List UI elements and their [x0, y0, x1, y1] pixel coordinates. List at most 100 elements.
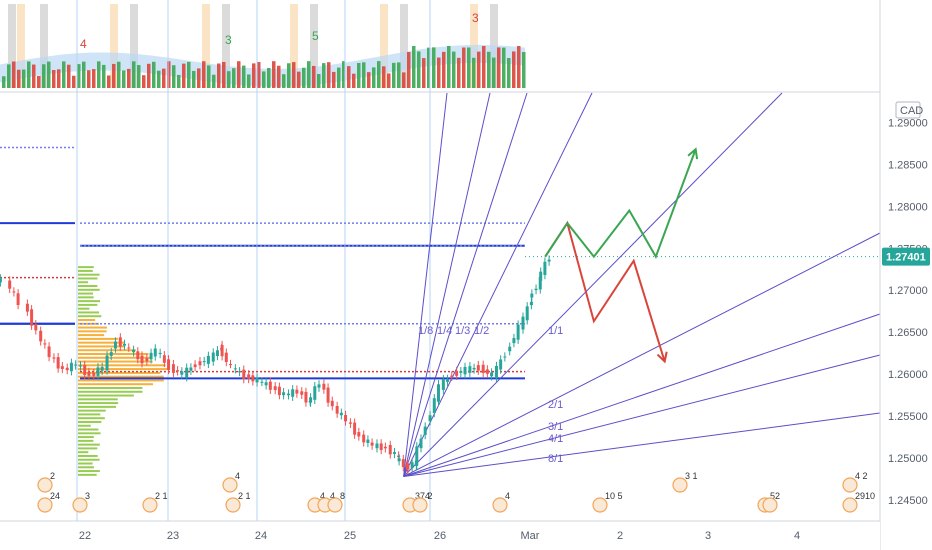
candle-body — [525, 306, 529, 321]
price-tick-label: 1.29000 — [888, 117, 928, 129]
event-icon — [412, 497, 428, 513]
candle-body — [397, 458, 401, 462]
candle-body — [260, 381, 264, 383]
volume-bar — [287, 63, 291, 88]
volume-bar — [222, 61, 226, 88]
volume-bar — [337, 67, 341, 88]
profile-bar — [78, 285, 98, 288]
candle-body — [450, 375, 454, 377]
profile-bar — [78, 409, 106, 412]
profile-bar — [78, 432, 101, 435]
volume-bar — [82, 61, 86, 88]
candle-body — [490, 372, 494, 377]
fan-line — [403, 92, 448, 477]
volume-bar — [497, 47, 501, 88]
candle-body — [87, 371, 91, 376]
candle-body — [30, 309, 34, 326]
candle-body — [189, 367, 193, 371]
profile-bar — [78, 428, 99, 431]
candle-body — [313, 386, 317, 400]
event-count-label: 4 — [505, 491, 510, 501]
volume-bar — [107, 75, 111, 88]
candle-body — [215, 350, 219, 356]
volume-bar — [137, 65, 141, 88]
volume-bar — [242, 65, 246, 88]
candle-body — [291, 389, 295, 397]
volume-bar — [57, 69, 61, 88]
volume-bar — [117, 61, 121, 88]
profile-bar — [78, 319, 96, 322]
fan-ratio-label: 1/3 — [455, 325, 470, 337]
candle-body — [423, 426, 427, 435]
volume-bar — [382, 66, 386, 88]
volume-bar — [302, 67, 306, 88]
candle-body — [508, 346, 512, 352]
event-icon — [492, 497, 508, 513]
volume-bar — [102, 64, 106, 88]
volume-bar — [152, 61, 156, 88]
candle-body — [176, 370, 180, 372]
volume-bar — [182, 63, 186, 88]
volume-bar — [77, 64, 81, 88]
event-count-label: 4 — [235, 471, 240, 481]
volume-bar — [472, 57, 476, 88]
volume-bar — [262, 71, 266, 88]
profile-bar — [78, 390, 143, 393]
session-band — [40, 4, 48, 88]
event-count-label: 2 — [775, 491, 780, 501]
event-count-label: 2 1 — [155, 491, 168, 501]
last-price-tag — [882, 247, 930, 266]
price-axis-bg — [880, 0, 932, 550]
profile-bar — [78, 345, 125, 348]
candle-body — [127, 347, 131, 349]
profile-bar — [78, 277, 98, 280]
candle-body — [388, 444, 392, 455]
volume-bar — [357, 62, 361, 88]
candle-body — [485, 369, 489, 374]
event-count-label: 2 1 — [238, 491, 251, 501]
volume-bar — [257, 62, 261, 88]
time-tick-label: Mar — [521, 530, 540, 542]
volume-bar — [112, 63, 116, 88]
volume-bar — [312, 65, 316, 88]
event-icon — [842, 477, 858, 493]
volume-bar — [272, 61, 276, 88]
profile-bar — [78, 443, 100, 446]
profile-bar — [78, 458, 100, 461]
profile-bar — [78, 364, 166, 367]
volume-bar — [332, 71, 336, 88]
fan-ratio-label: 8/1 — [548, 453, 563, 465]
event-count-label: 10 5 — [605, 491, 623, 501]
profile-bar — [78, 334, 105, 337]
volume-bar — [192, 70, 196, 88]
volume-bar — [467, 47, 471, 88]
candle-body — [92, 373, 96, 376]
candle-body — [317, 384, 321, 388]
price-tick-label: 1.28000 — [888, 201, 928, 213]
profile-bar — [78, 288, 100, 291]
candle-body — [238, 371, 242, 373]
volume-bar — [342, 61, 346, 88]
candle-body — [499, 359, 503, 370]
candle-body — [472, 367, 476, 370]
session-band — [110, 4, 118, 88]
average-volume-band — [0, 44, 525, 87]
price-tick-label: 1.25500 — [888, 411, 928, 423]
profile-bar — [78, 368, 169, 371]
session-band — [202, 4, 210, 88]
profile-bar — [78, 405, 117, 408]
candle-body — [167, 359, 171, 370]
profile-bar — [78, 462, 93, 465]
candle-body — [12, 291, 16, 293]
volume-bar — [17, 69, 21, 88]
profile-bar — [78, 330, 107, 333]
volume-marker-label: 3 — [472, 11, 479, 25]
event-icon — [37, 477, 53, 493]
fan-ratio-label: 4/1 — [548, 433, 563, 445]
profile-bar — [78, 341, 126, 344]
event-icon — [672, 477, 688, 493]
volume-bar — [172, 65, 176, 88]
profile-bar — [78, 356, 152, 359]
